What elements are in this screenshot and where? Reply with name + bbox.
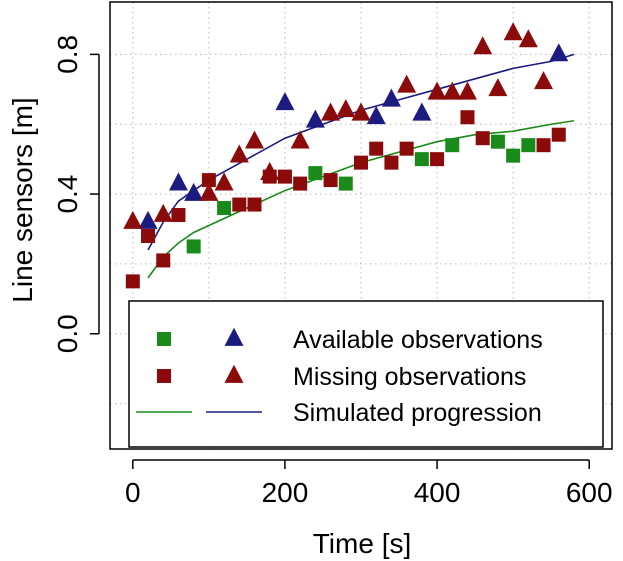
x-axis-label: Time [s] (313, 528, 412, 559)
x-tick-label: 600 (566, 477, 613, 508)
plot-frame (109, 1, 613, 450)
red-triangles-point (518, 29, 538, 48)
red-squares-point (141, 228, 156, 243)
x-tick-label: 400 (414, 477, 461, 508)
red-squares-point (475, 131, 490, 146)
red-triangles-point (153, 203, 173, 222)
red-triangles-point (229, 144, 249, 163)
red-squares-point (399, 141, 414, 156)
red-squares-point (201, 173, 216, 188)
red-squares-point (277, 169, 292, 184)
red-triangles-point (457, 81, 477, 100)
red-squares-point (354, 155, 368, 170)
red-squares-point (551, 127, 566, 142)
red-triangles-point (503, 22, 523, 41)
red-squares-point (232, 197, 247, 212)
red-squares-point (247, 197, 262, 212)
green-squares-point (521, 138, 536, 153)
red-triangles-point (123, 210, 143, 229)
red-squares-point (536, 138, 551, 153)
green-squares-point (186, 239, 201, 254)
y-tick-label: 0.8 (52, 35, 83, 74)
green-squares-point (338, 176, 353, 191)
x-axis: 0 200 400 600 (125, 459, 613, 508)
y-axis-label: Line sensors [m] (7, 97, 38, 302)
blue-triangles-point (412, 102, 432, 121)
legend-label: Missing observations (293, 363, 526, 391)
legend: Available observations Missing observatio… (128, 300, 604, 448)
legend-square-marker (157, 369, 171, 383)
red-triangles-point (199, 182, 219, 201)
red-squares-point (384, 155, 399, 170)
blue-triangles-point (275, 92, 295, 111)
blue-triangles-point (549, 43, 569, 62)
legend-box (128, 300, 604, 448)
legend-label: Available observations (293, 326, 543, 354)
red-triangles-point (260, 161, 280, 180)
red-triangles-point (442, 81, 462, 100)
green-squares-point (506, 148, 521, 163)
y-tick-label: 0.4 (52, 175, 83, 214)
red-squares-point (323, 173, 338, 188)
red-squares-point (460, 110, 475, 125)
red-squares-point (293, 176, 308, 191)
legend-triangle-marker (224, 327, 244, 346)
green-squares-point (414, 152, 429, 167)
blue-triangles-point (366, 106, 386, 125)
red-squares-point (430, 152, 445, 167)
markers (123, 22, 569, 289)
red-triangles-point (427, 81, 447, 100)
y-axis: 0.0 0.4 0.8 (52, 35, 100, 353)
green-squares-point (308, 166, 323, 181)
red-triangles-point (336, 99, 356, 118)
red-triangles-point (397, 74, 417, 93)
red-triangles-point (214, 172, 234, 191)
blue-triangles-point (138, 210, 158, 229)
x-tick-label: 200 (262, 477, 309, 508)
legend-square-marker (157, 332, 171, 346)
red-squares-point (369, 141, 384, 156)
red-squares-point (156, 253, 171, 268)
red-squares-point (171, 208, 186, 223)
y-tick-label: 0.0 (52, 314, 83, 353)
green-squares-point (490, 134, 505, 149)
x-tick-label: 0 (125, 477, 141, 508)
legend-triangle-marker (224, 364, 244, 383)
blue-triangles-point (305, 109, 325, 128)
red-triangles-point (321, 102, 341, 121)
green-squares-point (445, 138, 460, 153)
red-triangles-point (488, 78, 508, 97)
red-triangles-point (245, 130, 265, 149)
red-squares-point (125, 274, 140, 289)
legend-label: Simulated progression (293, 399, 542, 427)
green-curve (147, 119, 575, 279)
red-triangles-point (351, 102, 371, 121)
red-triangles-point (290, 130, 310, 149)
red-triangles-point (534, 71, 554, 90)
blue-triangles-point (184, 182, 204, 201)
green-squares-point (217, 201, 232, 216)
blue-triangles-point (381, 88, 401, 107)
red-triangles-point (473, 36, 493, 55)
blue-triangles-point (168, 172, 188, 191)
